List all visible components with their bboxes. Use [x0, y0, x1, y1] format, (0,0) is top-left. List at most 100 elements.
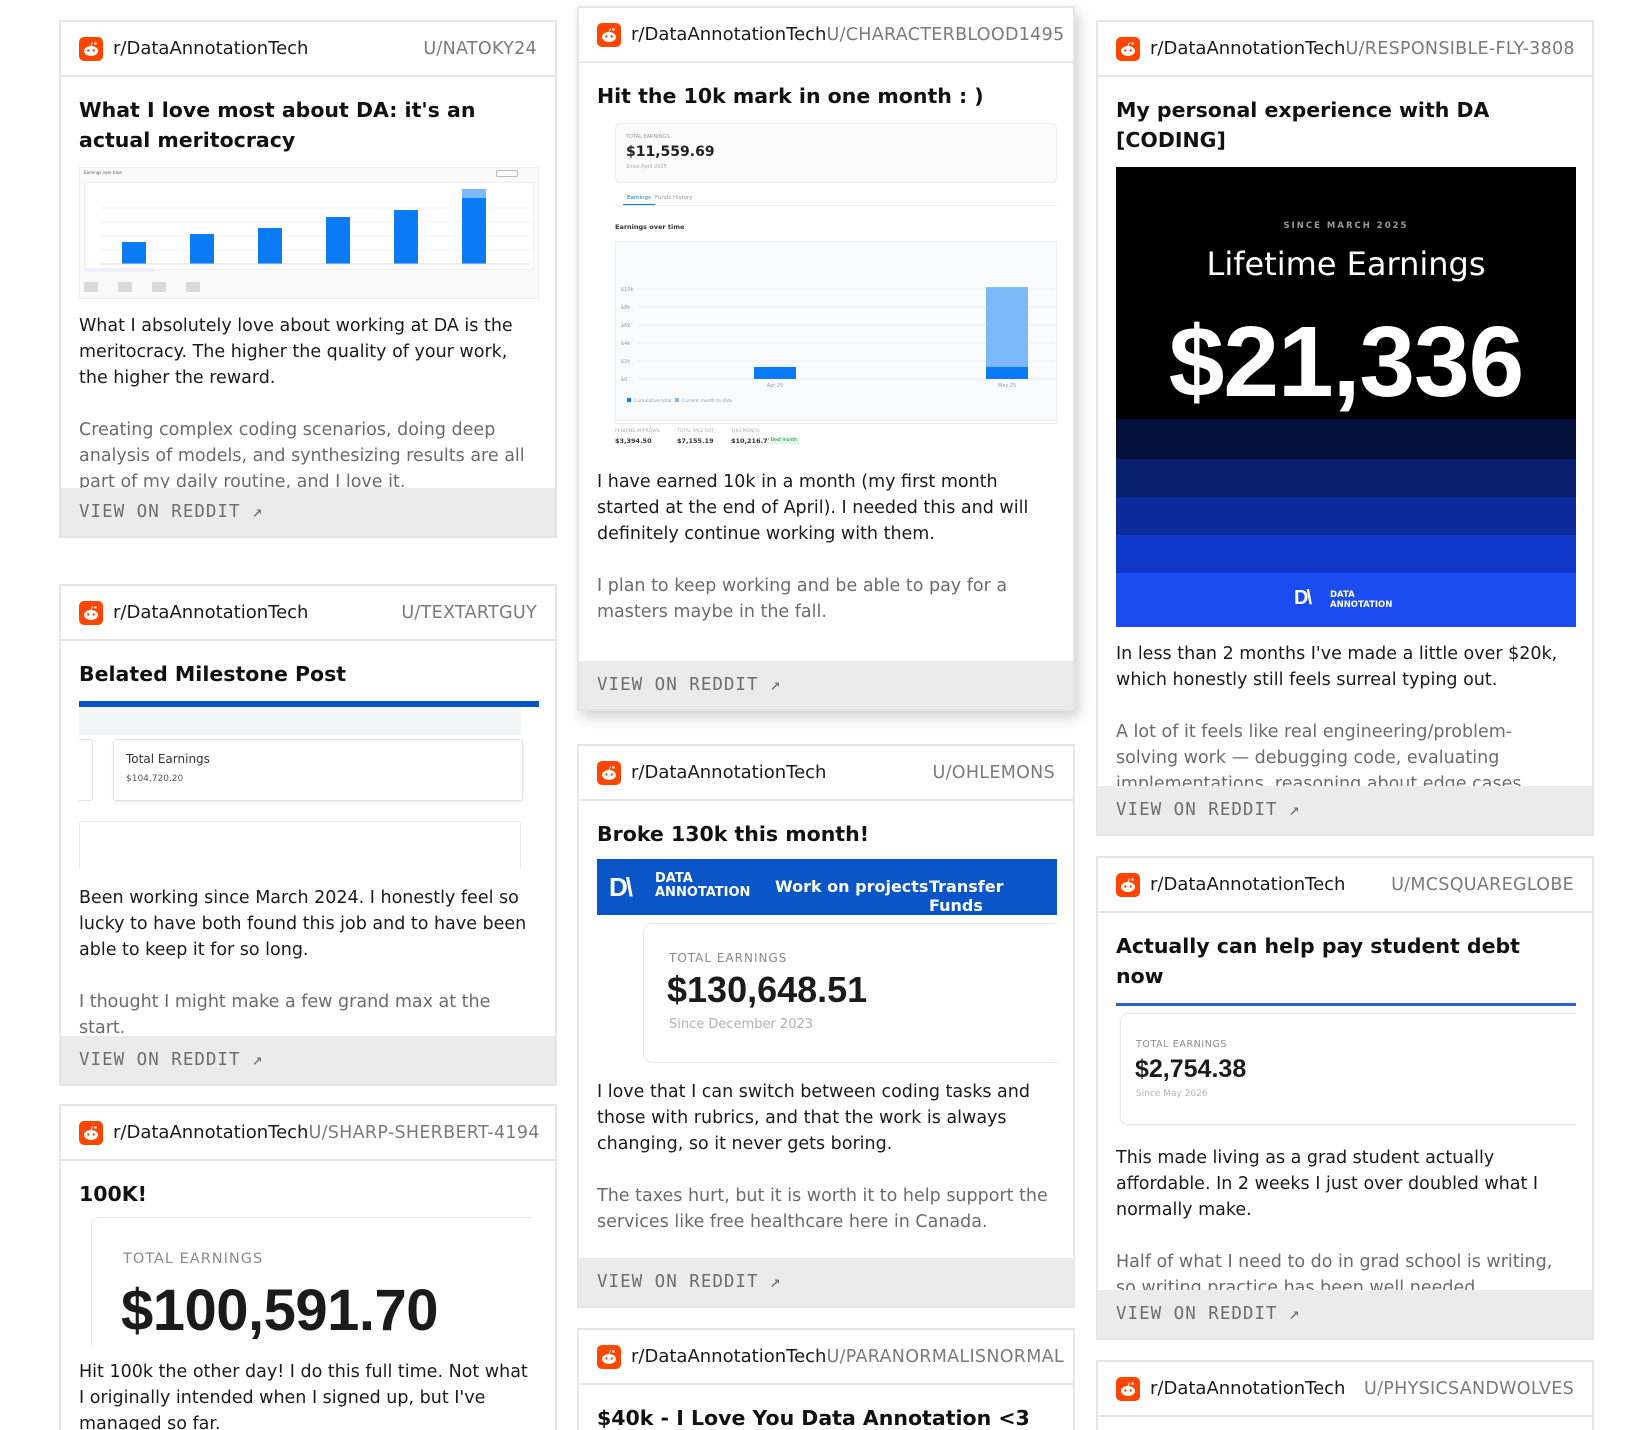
earnings-bar-chart: $10k $8k $6k $4k $2k $0 Apr 25 May 25 Cumulative…	[621, 287, 1055, 404]
nav-transfer-funds[interactable]: Transfer Funds	[929, 877, 1004, 915]
post-card: r/DataAnnotationTech U/RESPONSIBLE-FLY-3…	[1096, 20, 1594, 836]
post-image: TOTAL EARNINGS $100,591.70	[79, 1217, 539, 1345]
legend-swatch	[675, 398, 679, 402]
this-month-value: $10,216.77	[731, 437, 773, 445]
da-logo-text: ANNOTATION	[1330, 600, 1393, 610]
post-image: Total Earnings $104,720.20	[79, 701, 539, 869]
post-title[interactable]: $40k - I Love You Data Annotation <3	[597, 1406, 1030, 1430]
reddit-icon	[79, 600, 103, 625]
subreddit-link[interactable]: r/DataAnnotationTech	[113, 1122, 309, 1143]
da-logo-icon: D\	[1294, 587, 1312, 609]
reddit-icon	[597, 1344, 621, 1369]
chart-bar	[258, 228, 282, 264]
post-body-secondary: The taxes hurt, but it is worth it to he…	[597, 1186, 1048, 1232]
total-earnings-label: TOTAL EARNINGS	[123, 1251, 264, 1267]
subreddit-link[interactable]: r/DataAnnotationTech	[1150, 1378, 1346, 1399]
reddit-icon	[1116, 1376, 1140, 1401]
author-link[interactable]: U/TEXTARTGUY	[401, 602, 537, 623]
post-image: SINCE MARCH 2025 Lifetime Earnings $21,3…	[1116, 167, 1576, 627]
chart-bar-cumulative	[986, 366, 1028, 379]
total-paid-out-label: TOTAL PAID OUT	[677, 429, 715, 434]
lifetime-earnings-amount: $21,336	[1168, 306, 1524, 418]
post-title[interactable]: Belated Milestone Post	[79, 662, 347, 686]
da-logo-text: DATA	[655, 871, 693, 886]
post-image: TOTAL EARNINGS $11,559.69 Since April 20…	[597, 123, 1057, 463]
da-logo-icon: D\	[609, 872, 633, 902]
author-link[interactable]: U/SHARP-SHERBERT-4194	[308, 1122, 540, 1143]
total-earnings-amount: $104,720.20	[126, 774, 184, 784]
post-card: r/DataAnnotationTech U/OHLEMONS Broke 13…	[577, 744, 1075, 1308]
view-on-reddit-link[interactable]: VIEW ON REDDIT ↗	[579, 661, 1073, 709]
author-link[interactable]: U/PHYSICSANDWOLVES	[1363, 1378, 1574, 1399]
post-body-secondary: I plan to keep working and be able to pa…	[597, 576, 1008, 622]
y-tick-label: $0	[621, 377, 627, 383]
view-on-reddit-link[interactable]: VIEW ON REDDIT ↗	[61, 1036, 555, 1084]
post-header: r/DataAnnotationTech U/TEXTARTGUY	[61, 586, 555, 641]
post-title[interactable]: My personal experience with DA [CODING]	[1116, 98, 1490, 152]
total-earnings-amount: $11,559.69	[626, 144, 715, 160]
subreddit-link[interactable]: r/DataAnnotationTech	[113, 38, 309, 59]
post-card: r/DataAnnotationTech U/PHYSICSANDWOLVES	[1096, 1360, 1594, 1430]
view-on-reddit-link[interactable]: VIEW ON REDDIT ↗	[1098, 1290, 1592, 1338]
author-link[interactable]: U/MCSQUAREGLOBE	[1391, 874, 1574, 895]
post-card: r/DataAnnotationTech U/SHARP-SHERBERT-41…	[59, 1104, 557, 1430]
author-link[interactable]: U/RESPONSIBLE-FLY-3808	[1345, 38, 1575, 59]
post-header: r/DataAnnotationTech U/PHYSICSANDWOLVES	[1098, 1362, 1592, 1417]
post-body-secondary: I thought I might make a few grand max a…	[79, 992, 491, 1038]
post-card: r/DataAnnotationTech U/TEXTARTGUY Belate…	[59, 584, 557, 1086]
nav-work-on-projects[interactable]: Work on projects	[775, 877, 929, 896]
subreddit-link[interactable]: r/DataAnnotationTech	[113, 602, 309, 623]
subreddit-link[interactable]: r/DataAnnotationTech	[1150, 874, 1346, 895]
reddit-icon	[79, 36, 103, 61]
earnings-bar-chart	[100, 189, 530, 265]
post-header: r/DataAnnotationTech U/OHLEMONS	[579, 746, 1073, 801]
post-title[interactable]: Broke 130k this month!	[597, 822, 870, 846]
post-title[interactable]: Hit the 10k mark in one month : )	[597, 84, 984, 108]
da-logo-text: DATA	[1330, 590, 1355, 600]
subreddit-link[interactable]: r/DataAnnotationTech	[631, 762, 827, 783]
x-tick-label: Apr 25	[767, 383, 784, 389]
legend-label: Current month to date	[682, 398, 733, 404]
post-body: Hit 100k the other day! I do this full t…	[79, 1362, 528, 1430]
author-link[interactable]: U/CHARACTERBLOOD1495	[826, 24, 1065, 45]
da-logo-text: ANNOTATION	[655, 885, 751, 900]
since-label: Since December 2023	[669, 1017, 814, 1032]
author-link[interactable]: U/OHLEMONS	[932, 762, 1055, 783]
post-body: In less than 2 months I've made a little…	[1116, 644, 1558, 690]
post-card: r/DataAnnotationTech U/PARANORMALISNORMA…	[577, 1328, 1075, 1430]
subreddit-link[interactable]: r/DataAnnotationTech	[631, 1346, 827, 1367]
author-link[interactable]: U/PARANORMALISNORMAL	[826, 1346, 1064, 1367]
post-body: What I absolutely love about working at …	[79, 316, 513, 388]
reddit-icon	[597, 760, 621, 785]
post-image: Earnings over time	[79, 167, 539, 299]
post-header: r/DataAnnotationTech U/CHARACTERBLOOD149…	[579, 8, 1073, 63]
post-header: r/DataAnnotationTech U/SHARP-SHERBERT-41…	[61, 1106, 555, 1161]
y-tick-label: $6k	[621, 323, 630, 329]
chart-bar	[462, 198, 486, 264]
subreddit-link[interactable]: r/DataAnnotationTech	[1150, 38, 1346, 59]
post-title[interactable]: 100K!	[79, 1182, 148, 1206]
total-earnings-amount: $100,591.70	[121, 1278, 439, 1343]
legend-label: Cumulative total	[634, 398, 671, 404]
post-title[interactable]: Actually can help pay student debt now	[1116, 934, 1520, 988]
total-paid-out-value: $7,155.19	[677, 437, 714, 445]
y-tick-label: $4k	[621, 341, 630, 347]
view-on-reddit-link[interactable]: VIEW ON REDDIT ↗	[61, 488, 555, 536]
tab-funds-history[interactable]: Funds History	[655, 195, 693, 201]
post-body: Been working since March 2024. I honestl…	[79, 888, 527, 960]
post-header: r/DataAnnotationTech U/MCSQUAREGLOBE	[1098, 858, 1592, 913]
post-header: r/DataAnnotationTech U/NATOKY24	[61, 22, 555, 77]
post-header: r/DataAnnotationTech U/RESPONSIBLE-FLY-3…	[1098, 22, 1592, 77]
subreddit-link[interactable]: r/DataAnnotationTech	[631, 24, 827, 45]
total-earnings-label: Total Earnings	[126, 752, 210, 766]
y-tick-label: $2k	[621, 359, 630, 365]
reddit-icon	[1116, 36, 1140, 61]
author-link[interactable]: U/NATOKY24	[423, 38, 537, 59]
chart-bar-top	[462, 189, 486, 198]
chart-bar-cumulative	[754, 366, 796, 379]
post-card: r/DataAnnotationTech U/CHARACTERBLOOD149…	[577, 6, 1075, 711]
view-on-reddit-link[interactable]: VIEW ON REDDIT ↗	[1098, 786, 1592, 834]
view-on-reddit-link[interactable]: VIEW ON REDDIT ↗	[579, 1258, 1073, 1306]
tab-earnings[interactable]: Earnings	[623, 195, 655, 205]
post-title[interactable]: What I love most about DA: it's an actua…	[79, 98, 476, 152]
